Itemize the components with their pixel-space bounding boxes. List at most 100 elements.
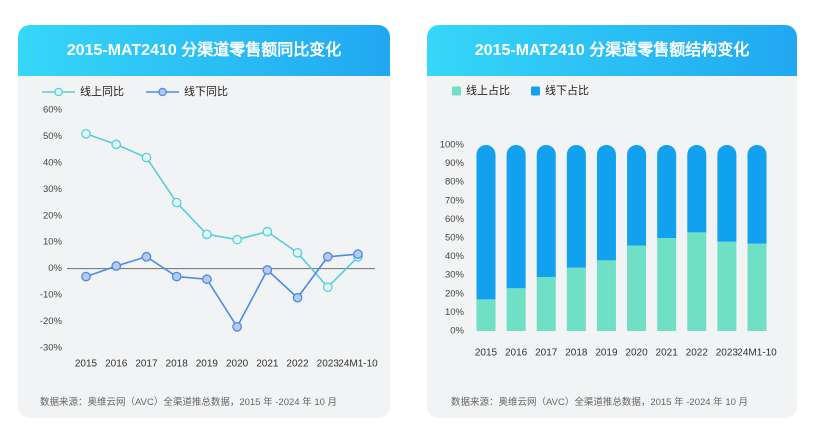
- structure-chart-source: 数据来源：奥维云网（AVC）全渠道推总数据，2015 年 -2024 年 10 …: [451, 397, 749, 408]
- offline-yoy-point: [262, 265, 273, 275]
- y-tick-label: 0%: [48, 263, 62, 274]
- legend-item-online-share: 线上占比: [452, 83, 510, 97]
- offline-share-bar: [506, 145, 526, 289]
- legend-label: 线上占比: [466, 83, 510, 97]
- x-tick-label: 2017: [135, 359, 158, 370]
- x-tick-label: 2020: [226, 359, 249, 370]
- offline-yoy-point: [322, 251, 333, 262]
- offline-yoy-line: [85, 253, 359, 328]
- structure-chart-panel: 2015-MAT2410 分渠道零售额结构变化 100% 90% 80% 70% 60%…: [427, 25, 797, 418]
- x-tick-label: 2023: [716, 348, 739, 359]
- online-share-bar: [627, 245, 647, 331]
- offline-share-bar: [566, 145, 586, 268]
- online-yoy-point: [232, 234, 242, 245]
- online-yoy-point: [202, 229, 212, 240]
- y-tick-label: 10%: [445, 307, 465, 318]
- y-tick-label: 80%: [445, 177, 465, 188]
- y-tick-label: 20%: [43, 210, 63, 221]
- x-tick-label: 2023: [317, 359, 340, 370]
- y-tick-label: 30%: [445, 270, 465, 281]
- x-tick-label: 2018: [166, 359, 189, 370]
- offline-share-bar: [687, 145, 707, 233]
- structure-chart-title: 2015-MAT2410 分渠道零售额结构变化: [474, 42, 750, 59]
- offline-yoy-point: [292, 292, 303, 303]
- online-yoy-point: [171, 197, 182, 208]
- yoy-line-chart: 60% 50% 40% 30% 20% 10% 0% -10% -20% -30% 2015 2016…: [40, 84, 378, 370]
- y-tick-label: 40%: [43, 157, 63, 168]
- structure-chart-header: 2015-MAT2410 分渠道零售额结构变化: [427, 25, 797, 76]
- online-share-bar: [747, 243, 767, 331]
- x-tick-label: 2021: [256, 359, 279, 370]
- offline-share-bar: [747, 145, 767, 244]
- offline-share-bar: [717, 145, 737, 242]
- yoy-chart-panel: 2015-MAT2410 分渠道零售额同比变化 60% 50% 40% 30% 20% 1…: [18, 25, 390, 418]
- offline-yoy-point: [202, 274, 212, 285]
- x-tick-label: 24M1-10: [338, 359, 378, 370]
- y-tick-label: -20%: [40, 316, 63, 327]
- online-yoy-point: [322, 282, 333, 293]
- y-tick-label: -10%: [40, 290, 63, 301]
- y-tick-label: 30%: [43, 184, 63, 195]
- legend-color-swatch: [531, 86, 540, 96]
- y-tick-label: 50%: [43, 131, 63, 142]
- online-share-bar: [687, 232, 707, 331]
- online-share-bar: [717, 241, 737, 331]
- online-yoy-point: [81, 128, 91, 139]
- y-tick-label: 70%: [445, 195, 465, 206]
- y-tick-label: 20%: [445, 288, 465, 299]
- x-tick-label: 2022: [286, 359, 309, 370]
- yoy-chart-source: 数据来源：奥维云网（AVC）全渠道推总数据，2015 年 -2024 年 10 …: [40, 397, 338, 408]
- y-tick-label: 60%: [43, 105, 63, 116]
- y-tick-label: 10%: [43, 237, 63, 248]
- x-tick-label: 2019: [595, 348, 618, 359]
- offline-share-bar: [657, 145, 677, 238]
- legend-item-online-yoy: 线上同比: [42, 84, 124, 98]
- x-tick-label: 2017: [535, 348, 558, 359]
- offline-share-bar: [627, 145, 647, 246]
- offline-yoy-point: [171, 271, 182, 282]
- x-tick-label: 2019: [196, 359, 219, 370]
- online-share-bar: [566, 267, 586, 331]
- online-yoy-point: [292, 247, 303, 258]
- y-tick-label: 100%: [440, 140, 465, 151]
- x-tick-label: 2015: [475, 348, 498, 359]
- legend-color-swatch: [452, 86, 461, 96]
- y-tick-label: 40%: [445, 251, 465, 262]
- online-yoy-point: [262, 226, 273, 237]
- online-share-bar: [596, 260, 616, 331]
- yoy-chart-title: 2015-MAT2410 分渠道零售额同比变化: [66, 42, 342, 59]
- legend-label: 线下占比: [545, 83, 589, 97]
- offline-share-bar: [476, 145, 496, 300]
- legend-label: 线上同比: [80, 84, 124, 98]
- legend-marker-swatch: [158, 87, 167, 97]
- legend-item-offline-yoy: 线下同比: [146, 84, 228, 98]
- y-tick-label: 50%: [445, 233, 465, 244]
- offline-share-bar: [536, 145, 556, 278]
- x-tick-label: 2016: [505, 348, 528, 359]
- x-tick-label: 2016: [105, 359, 128, 370]
- x-tick-label: 2020: [625, 348, 648, 359]
- x-tick-label: 2021: [656, 348, 679, 359]
- offline-share-bar: [596, 145, 616, 261]
- y-tick-label: 0%: [450, 326, 464, 337]
- legend-label: 线下同比: [184, 84, 228, 98]
- y-tick-label: 60%: [445, 214, 465, 225]
- online-yoy-point: [111, 139, 122, 150]
- online-share-bar: [657, 238, 677, 331]
- legend-item-offline-share: 线下占比: [531, 83, 589, 97]
- offline-yoy-point: [232, 321, 242, 332]
- legend-marker-swatch: [54, 87, 63, 97]
- online-share-bar: [536, 277, 556, 331]
- x-tick-label: 2018: [565, 348, 588, 359]
- online-yoy-point: [141, 152, 152, 163]
- yoy-chart-header: 2015-MAT2410 分渠道零售额同比变化: [18, 25, 390, 76]
- offline-yoy-point: [111, 261, 122, 271]
- y-tick-label: -30%: [40, 343, 63, 354]
- x-tick-label: 24M1-10: [737, 348, 777, 359]
- y-tick-label: 90%: [445, 158, 465, 169]
- x-tick-label: 2015: [75, 359, 98, 370]
- offline-yoy-point: [141, 251, 152, 262]
- x-tick-label: 2022: [686, 348, 709, 359]
- online-share-bar: [506, 288, 526, 331]
- structure-bar-chart: 100% 90% 80% 70% 60% 50% 40% 30% 20% 10% 0% 2015 201…: [440, 83, 777, 359]
